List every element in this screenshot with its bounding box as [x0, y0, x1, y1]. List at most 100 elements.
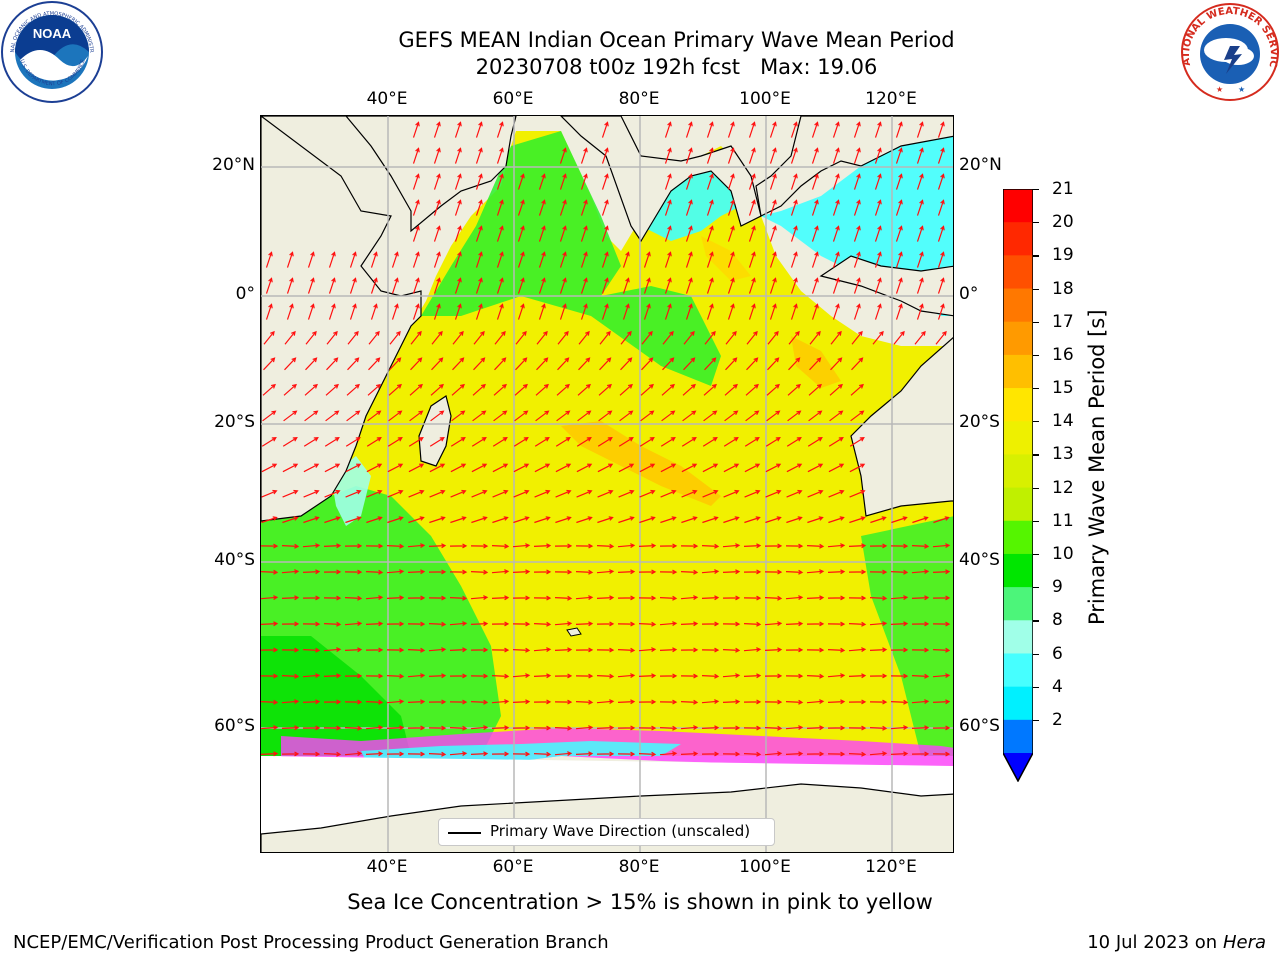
wave-arrow	[618, 437, 634, 447]
colorbar-tick-mark	[1033, 587, 1039, 589]
wave-arrow	[685, 303, 693, 320]
wave-arrow	[323, 673, 342, 679]
wave-arrow	[365, 569, 384, 575]
wave-arrow	[701, 595, 720, 601]
wave-arrow	[449, 751, 468, 757]
wave-arrow	[449, 595, 468, 601]
wave-arrow	[559, 225, 567, 242]
wave-arrow	[326, 330, 338, 345]
wave-arrow	[303, 489, 320, 498]
wave-arrow	[764, 543, 783, 549]
wave-arrow	[261, 673, 279, 679]
colorbar-segment	[1003, 454, 1033, 489]
wave-arrow	[326, 357, 339, 371]
wave-arrow	[869, 725, 888, 731]
wave-arrow	[575, 543, 594, 549]
wave-arrow	[811, 147, 819, 164]
wave-direction-arrows	[261, 121, 951, 757]
wave-arrow	[513, 489, 530, 498]
wave-arrow	[533, 699, 552, 705]
wave-arrow	[748, 173, 756, 190]
wave-arrow	[706, 147, 714, 164]
land-australia	[850, 336, 953, 517]
colorbar-tick-label: 14	[1052, 411, 1074, 432]
wave-arrow	[723, 437, 739, 447]
colorbar-tick-mark	[1033, 719, 1039, 722]
wave-arrow	[515, 330, 527, 345]
wave-arrow	[832, 225, 840, 242]
wave-arrow	[764, 751, 783, 757]
wave-arrow	[641, 330, 653, 345]
wave-arrow	[475, 147, 483, 164]
wave-arrow	[470, 543, 489, 549]
wave-arrow	[895, 303, 903, 320]
wave-arrow	[601, 251, 609, 268]
wave-arrow	[828, 463, 845, 473]
chart-title: GEFS MEAN Indian Ocean Primary Wave Mean…	[0, 27, 1280, 81]
wave-arrow	[428, 543, 447, 549]
wave-arrow	[346, 383, 360, 396]
wave-arrow	[449, 543, 468, 549]
wave-arrow	[932, 621, 951, 627]
colorbar-segment	[1003, 553, 1033, 588]
wave-arrow	[601, 225, 609, 242]
wave-arrow	[597, 516, 614, 524]
wave-arrow	[766, 383, 780, 396]
wave-arrow	[409, 410, 424, 422]
wave-arrow	[869, 569, 888, 575]
colorbar-tick-label: 19	[1052, 245, 1074, 266]
wave-arrow	[328, 303, 336, 320]
wave-arrow	[344, 673, 363, 679]
wave-arrow	[706, 121, 714, 138]
wave-arrow	[491, 673, 510, 679]
wave-arrow	[324, 489, 341, 498]
wave-arrow	[554, 725, 573, 731]
map-panel	[260, 115, 954, 853]
wave-arrow	[937, 251, 945, 268]
wave-arrow	[685, 225, 693, 242]
wave-arrow	[471, 489, 488, 498]
wave-arrow	[874, 251, 882, 268]
wave-arrow	[660, 463, 677, 473]
wave-arrow	[765, 437, 781, 447]
wave-arrow	[475, 173, 483, 190]
wave-arrow	[554, 673, 573, 679]
noaa-logo-text: NOAA	[33, 26, 72, 41]
wave-arrow	[706, 251, 714, 268]
lat-tick-right: 20°S	[959, 412, 1000, 432]
wave-arrow	[685, 121, 693, 138]
wave-arrow	[765, 516, 782, 524]
wave-arrow	[328, 277, 336, 294]
wave-arrow	[601, 121, 609, 138]
wave-arrow	[685, 173, 693, 190]
wave-arrow	[578, 357, 591, 371]
wave-arrow	[344, 725, 363, 731]
wave-arrow	[473, 330, 485, 345]
wave-arrow	[409, 383, 423, 396]
wave-arrow	[702, 437, 718, 447]
wave-arrow	[302, 595, 321, 601]
wave-arrow	[281, 647, 300, 653]
footer-right: 10 Jul 2023 on Hera	[1087, 932, 1266, 953]
wave-arrow	[895, 277, 903, 294]
wave-arrow	[724, 383, 738, 396]
wave-arrow	[304, 410, 319, 422]
lon-tick-top: 80°E	[618, 89, 660, 109]
wave-arrow	[391, 251, 399, 268]
wave-arrow	[830, 357, 843, 371]
wave-arrow	[450, 516, 467, 524]
wave-arrow	[806, 647, 825, 653]
wave-arrow	[475, 303, 483, 320]
wave-arrow	[491, 621, 510, 627]
wave-arrow	[408, 516, 425, 524]
wave-arrow	[283, 410, 298, 422]
wave-arrow	[370, 251, 378, 268]
wave-arrow	[874, 303, 882, 320]
wave-arrow	[368, 330, 380, 345]
wave-arrow	[618, 463, 635, 473]
wave-arrow	[496, 199, 504, 216]
wave-arrow	[722, 543, 741, 549]
wave-arrow	[554, 543, 573, 549]
wave-arrow	[785, 699, 804, 705]
sea-ice-caption: Sea Ice Concentration > 15% is shown in …	[347, 890, 933, 914]
